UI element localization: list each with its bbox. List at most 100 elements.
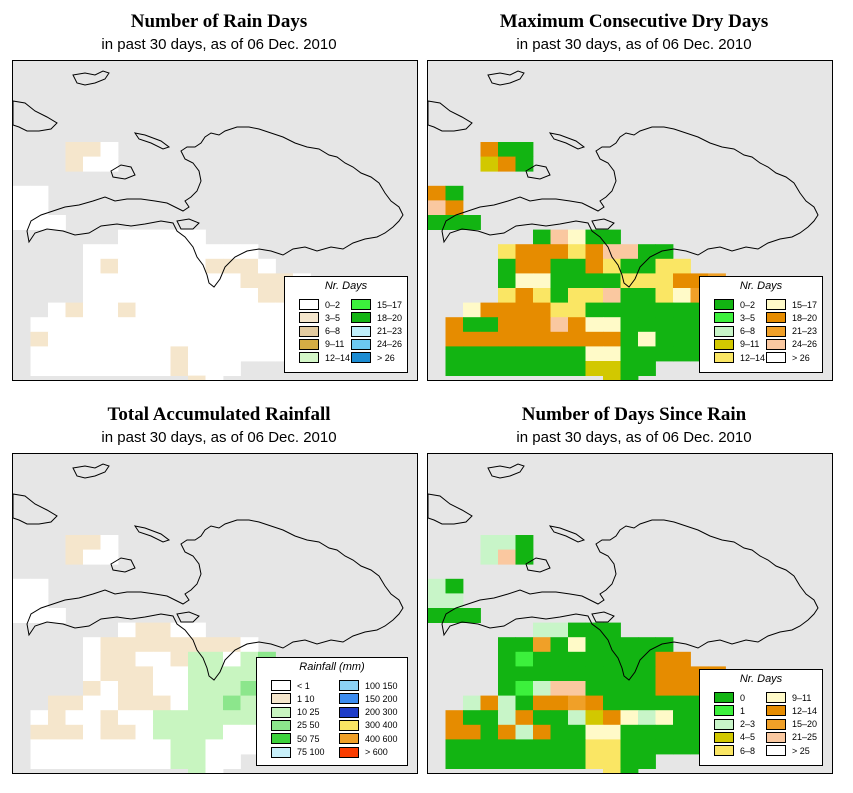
- grid-cell: [673, 317, 691, 333]
- legend-label: 12–14: [325, 352, 351, 363]
- grid-cell: [118, 244, 136, 260]
- coastline: [13, 70, 404, 288]
- grid-cell: [188, 244, 206, 260]
- grid-cell: [30, 593, 49, 609]
- legend-swatch: [714, 325, 734, 337]
- grid-cell: [533, 681, 551, 696]
- grid-cell: [223, 273, 241, 289]
- grid-cell: [188, 317, 206, 333]
- grid-cell: [550, 273, 569, 289]
- grid-cell: [498, 651, 516, 667]
- grid-cell: [30, 710, 49, 726]
- grid-cell: [170, 695, 189, 711]
- grid-cell: [550, 317, 569, 333]
- grid-cell: [205, 258, 224, 274]
- grid-cell: [620, 375, 639, 380]
- grid-cell: [463, 331, 481, 347]
- legend: Nr. Days 0 1 2–3 4–5 6–8 9–11 12–14 15–20 21–25 >…: [699, 669, 823, 766]
- grid-cell: [620, 346, 639, 362]
- grid-cell: [100, 637, 119, 653]
- grid-cell: [585, 317, 604, 333]
- legend-item: 0–2: [714, 299, 755, 310]
- grid-cell: [585, 622, 604, 638]
- grid-cell: [498, 724, 516, 740]
- grid-cell: [83, 549, 101, 565]
- grid-cell: [480, 754, 499, 769]
- grid-cell: [188, 622, 206, 638]
- grid-cell: [65, 302, 84, 318]
- grid-cell: [445, 215, 464, 230]
- grid-cell: [603, 361, 621, 376]
- grid-cell: [205, 724, 224, 740]
- legend-swatch: [271, 706, 291, 718]
- grid-cell: [48, 695, 66, 711]
- grid-cell: [515, 710, 534, 726]
- grid-cell: [188, 361, 206, 376]
- grid-cell: [135, 681, 154, 696]
- grid-cell: [240, 695, 259, 711]
- legend-label: 0: [740, 692, 746, 703]
- legend-label: > 25: [792, 745, 810, 756]
- legend-swatch: [766, 299, 786, 310]
- grid-cell: [83, 317, 101, 333]
- grid-cell: [463, 739, 481, 755]
- grid-cell: [568, 331, 586, 347]
- legend-swatch: [766, 705, 786, 717]
- legend-item: 150 200: [339, 693, 398, 705]
- grid-cell: [258, 302, 276, 318]
- grid-cell: [673, 681, 691, 696]
- grid-cell: [118, 302, 136, 318]
- grid-cell: [445, 331, 464, 347]
- grid-cell: [655, 651, 674, 667]
- legend-label: 9–11: [740, 339, 760, 350]
- grid-cell: [135, 622, 154, 638]
- grid-cell: [603, 273, 621, 289]
- grid-cell: [585, 710, 604, 726]
- grid-cell: [673, 739, 691, 755]
- grid-cell: [445, 754, 464, 769]
- grid-cell: [65, 346, 84, 362]
- grid-cell: [550, 346, 569, 362]
- legend-label: 75 100: [297, 747, 325, 757]
- grid-cell: [585, 681, 604, 696]
- grid-cell: [445, 200, 464, 216]
- grid-cell: [30, 578, 49, 594]
- grid-cell: [550, 681, 569, 696]
- grid-cell: [153, 361, 171, 376]
- grid-cell: [533, 244, 551, 260]
- legend-label: > 26: [377, 352, 395, 363]
- grid-cell: [655, 273, 674, 289]
- grid-cell: [638, 302, 656, 318]
- legend-item: 24–26: [351, 338, 402, 350]
- grid-cell: [568, 244, 586, 260]
- grid-cell: [48, 739, 66, 755]
- grid-cell: [153, 331, 171, 347]
- grid-cell: [100, 302, 119, 318]
- grid-cell: [135, 317, 154, 333]
- grid-cell: [673, 695, 691, 711]
- grid-cell: [83, 244, 101, 260]
- legend-label: 1: [740, 705, 746, 716]
- grid-cell: [118, 666, 136, 682]
- grid-cell: [135, 695, 154, 711]
- grid-cell: [655, 710, 674, 726]
- grid-cell: [83, 288, 101, 303]
- grid-cell: [515, 302, 534, 318]
- legend-swatch: [766, 312, 786, 324]
- grid-cell: [135, 258, 154, 274]
- grid-cell: [603, 637, 621, 653]
- grid-cell: [603, 331, 621, 347]
- legend-item: 9–11: [714, 338, 760, 350]
- grid-cell: [480, 739, 499, 755]
- legend-item: 6–8: [714, 745, 755, 757]
- grid-cell: [188, 724, 206, 740]
- grid-cell: [515, 535, 534, 550]
- grid-cell: [223, 739, 241, 755]
- legend-item: 1: [714, 705, 746, 717]
- grid-cell: [568, 622, 586, 638]
- legend-swatch: [714, 312, 734, 324]
- legend-item: 300 400: [339, 719, 398, 731]
- grid-cell: [118, 754, 136, 769]
- grid-cell: [445, 710, 464, 726]
- grid-cell: [603, 739, 621, 755]
